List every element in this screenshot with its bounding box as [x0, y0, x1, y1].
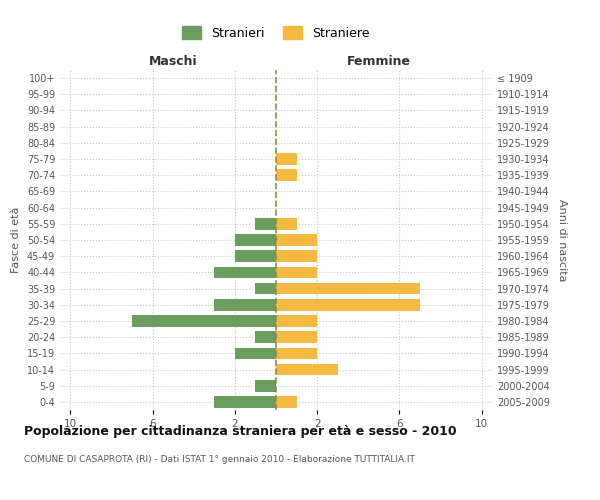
Bar — [276, 266, 317, 278]
Bar — [276, 299, 420, 310]
Bar — [235, 234, 276, 246]
Bar — [256, 332, 276, 343]
Bar — [214, 396, 276, 407]
Text: Femmine: Femmine — [347, 54, 411, 68]
Bar — [276, 315, 317, 327]
Bar — [132, 315, 276, 327]
Bar — [214, 299, 276, 310]
Bar — [276, 153, 296, 165]
Bar — [256, 380, 276, 392]
Bar — [235, 348, 276, 359]
Bar — [276, 218, 296, 230]
Bar — [276, 282, 420, 294]
Bar — [235, 250, 276, 262]
Bar — [276, 364, 338, 376]
Bar — [214, 266, 276, 278]
Bar — [256, 218, 276, 230]
Text: COMUNE DI CASAPROTA (RI) - Dati ISTAT 1° gennaio 2010 - Elaborazione TUTTITALIA.: COMUNE DI CASAPROTA (RI) - Dati ISTAT 1°… — [24, 455, 415, 464]
Bar — [276, 396, 296, 407]
Bar — [276, 332, 317, 343]
Text: Maschi: Maschi — [149, 54, 197, 68]
Bar — [276, 250, 317, 262]
Bar — [276, 170, 296, 181]
Bar — [276, 348, 317, 359]
Bar — [256, 282, 276, 294]
Text: Popolazione per cittadinanza straniera per età e sesso - 2010: Popolazione per cittadinanza straniera p… — [24, 425, 457, 438]
Bar — [276, 234, 317, 246]
Y-axis label: Anni di nascita: Anni di nascita — [557, 198, 566, 281]
Y-axis label: Fasce di età: Fasce di età — [11, 207, 21, 273]
Legend: Stranieri, Straniere: Stranieri, Straniere — [178, 21, 374, 45]
